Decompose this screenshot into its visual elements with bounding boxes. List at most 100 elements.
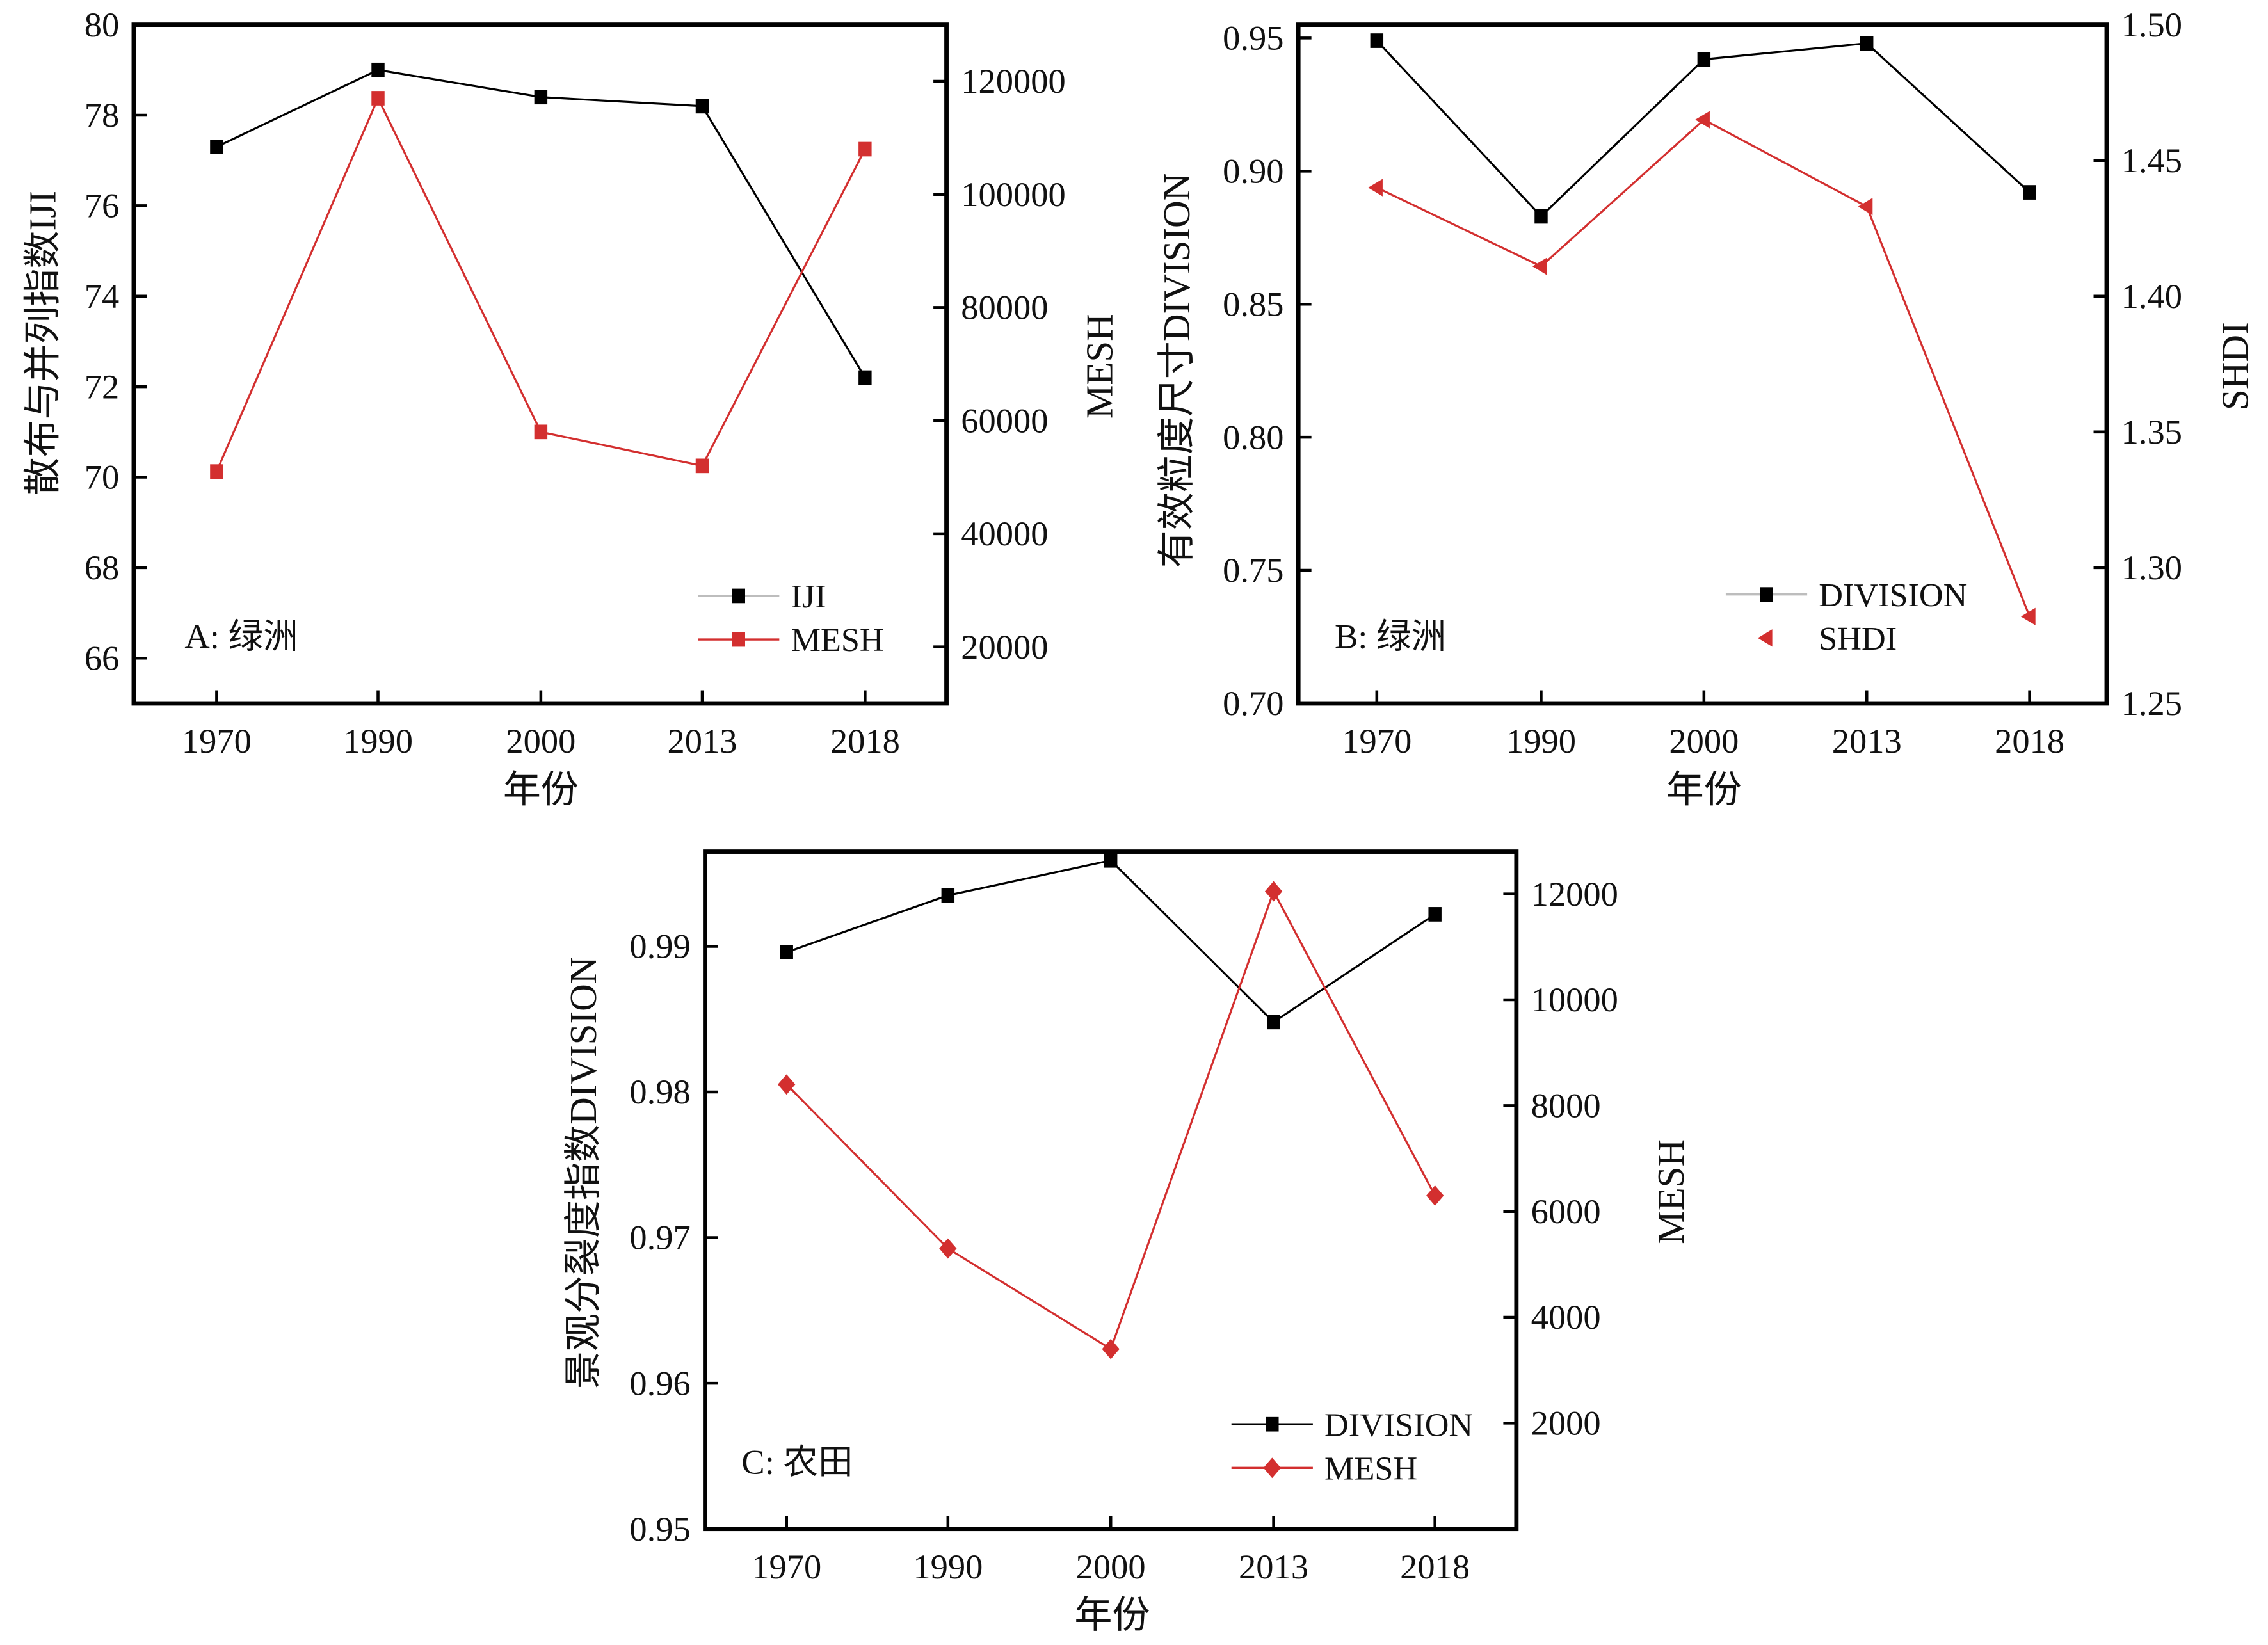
panel-c-legend-mesh-marker <box>1263 1457 1281 1479</box>
panel-c-plot-frame <box>703 849 1519 1532</box>
panel-c-x-tick-label: 2018 <box>1400 1547 1470 1586</box>
panel-b-y2-axis-title: SHDI <box>2214 322 2256 410</box>
panel-a-y-axis-title: 散布与并列指数IJI <box>21 191 63 495</box>
panel-c-legend-mesh-label: MESH <box>1324 1450 1417 1487</box>
panel-c-series-mesh-point <box>1426 1185 1444 1206</box>
panel-c-y2-tick-label: 12000 <box>1531 874 1618 913</box>
panel-c-x-tick-label: 2000 <box>1076 1547 1146 1586</box>
panel-b-x-tick-label: 2018 <box>1995 721 2064 760</box>
panel-b-y-tick-label: 0.90 <box>1223 151 1283 190</box>
panel-c-y-tick-label: 0.97 <box>629 1218 690 1257</box>
panel-c-y2-tick-label: 8000 <box>1531 1086 1601 1125</box>
panel-b-y2-tick-label: 1.25 <box>2121 684 2182 723</box>
panel-a-series-mesh-point <box>695 458 709 474</box>
panel-b-series-shdi-point <box>1368 179 1383 197</box>
panel-b-series-shdi-line <box>1376 118 2031 617</box>
panel-c-legend-division-marker <box>1266 1416 1279 1432</box>
panel-a-y2-axis-title: MESH <box>1078 314 1120 419</box>
panel-a-legend-iji: IJI <box>698 578 826 615</box>
panel-b-y2-tick-label: 1.50 <box>2121 5 2182 44</box>
panel-b-y2-tick-label: 1.35 <box>2121 412 2182 451</box>
panel-c-series-mesh-point <box>1102 1338 1120 1360</box>
panel-b-series-shdi-point <box>1695 111 1710 129</box>
panel-c-y-tick-label: 0.95 <box>629 1509 690 1548</box>
panel-b-legend-division-label: DIVISION <box>1819 577 1967 614</box>
panel-c-series-mesh-point <box>1264 881 1283 902</box>
panel-a-y-tick-label: 78 <box>84 95 120 134</box>
panel-a-y-tick-label: 66 <box>84 638 120 677</box>
panel-b-legend-shdi-label: SHDI <box>1819 620 1897 657</box>
panel-a-series-iji-point <box>534 90 548 105</box>
panel-a-y2-tick-label: 100000 <box>961 175 1066 214</box>
panel-a-y-tick-label: 76 <box>84 186 120 225</box>
panel-a-y-tick-label: 72 <box>84 367 120 406</box>
panel-a-legend-iji-label: IJI <box>791 578 826 615</box>
panel-c-series-division-line <box>786 859 1436 1023</box>
panel-b-y-tick-label: 0.70 <box>1223 684 1283 723</box>
panel-b-x-tick-label: 1970 <box>1342 721 1411 760</box>
panel-b-series-division-point <box>2023 185 2036 200</box>
panel-a-series-iji-point <box>695 99 709 114</box>
panel-b-label: B: 绿洲 <box>1335 617 1446 656</box>
panel-a-x-tick-label: 1990 <box>343 721 413 760</box>
panel-b-y-tick-label: 0.75 <box>1223 550 1283 590</box>
panel-a-series-iji-point <box>371 62 385 77</box>
panel-c-x-tick-label: 2013 <box>1239 1547 1308 1586</box>
panel-c-series-division-point <box>941 888 955 903</box>
panel-b-chart: B: 绿洲 有效粒度尺寸DIVISION SHDI 年份 0.70 0.75 0.8… <box>1155 5 2256 811</box>
panel-b-series-division-point <box>1697 52 1711 67</box>
panel-c-label: C: 农田 <box>741 1442 853 1481</box>
panel-a-series-mesh-point <box>534 424 548 440</box>
panel-b-x-tick-label: 1990 <box>1506 721 1576 760</box>
panel-a-legend-mesh-label: MESH <box>791 622 884 659</box>
panel-a-x-tick-label: 2018 <box>830 721 900 760</box>
panel-b-legend-division-marker <box>1760 587 1773 602</box>
panel-a-series-iji-point <box>858 370 872 385</box>
panel-b-series-division-point <box>1534 209 1548 224</box>
panel-c-x-tick-label: 1990 <box>913 1547 983 1586</box>
panel-c-x-axis-title: 年份 <box>1074 1594 1150 1636</box>
panel-b-y2-tick-label: 1.30 <box>2121 548 2182 587</box>
panel-a-x-tick-label: 2000 <box>506 721 575 760</box>
panel-a-series-mesh-point <box>210 464 223 479</box>
panel-b-y2-tick-label: 1.40 <box>2121 277 2182 316</box>
panel-b-y-tick-label: 0.80 <box>1223 417 1283 456</box>
panel-a-y2-tick-label: 120000 <box>961 61 1066 100</box>
panel-a-plot-frame <box>131 22 949 706</box>
panel-c-y2-tick-label: 10000 <box>1531 980 1618 1019</box>
panel-b-x-axis-title: 年份 <box>1666 768 1742 810</box>
panel-c-series-division-point <box>1428 907 1442 922</box>
panel-a-x-axis-title: 年份 <box>503 768 579 810</box>
panel-c-legend-division: DIVISION <box>1231 1406 1473 1443</box>
panel-c-series-division-point <box>1104 853 1118 868</box>
panel-a-x-tick-label: 1970 <box>182 721 252 760</box>
panel-a-y-tick-label: 80 <box>84 5 120 44</box>
panel-a-x-tick-label: 2013 <box>667 721 737 760</box>
panel-c-y-tick-label: 0.96 <box>629 1363 690 1402</box>
panel-a-series-mesh-line <box>215 95 866 472</box>
panel-a-legend-mesh-marker <box>732 632 745 647</box>
panel-c-series-division-point <box>780 945 793 959</box>
panel-c-y2-tick-label: 2000 <box>1531 1404 1601 1443</box>
panel-c-y-tick-label: 0.98 <box>629 1072 690 1111</box>
panel-b-series-shdi-point <box>1858 198 1873 216</box>
panel-b-y2-tick-label: 1.45 <box>2121 141 2182 180</box>
panel-c-y2-tick-label: 6000 <box>1531 1192 1601 1231</box>
panel-a-y-tick-label: 68 <box>84 548 120 587</box>
panel-a-legend-iji-marker <box>732 588 745 604</box>
panel-a-series-iji-line <box>216 68 866 378</box>
panel-a-y-tick-label: 74 <box>84 277 120 316</box>
panel-b-plot-frame <box>1296 22 2109 706</box>
panel-c-x-tick-label: 1970 <box>752 1547 821 1586</box>
panel-c-y2-axis-title: MESH <box>1650 1139 1692 1244</box>
panel-a-y2-tick-label: 40000 <box>961 514 1048 553</box>
panel-b-legend-shdi-marker <box>1757 629 1773 647</box>
panel-c-legend-mesh: MESH <box>1231 1450 1417 1487</box>
panel-a-series-mesh-point <box>858 141 872 157</box>
panel-c-series-mesh-line <box>785 888 1436 1351</box>
panel-b-legend-division: DIVISION <box>1725 577 1967 614</box>
panel-b-series-division-point <box>1370 33 1384 48</box>
panel-a-chart: A: 绿洲 散布与并列指数IJI MESH 年份 66 68 70 72 74 76 78 8… <box>21 5 1120 811</box>
panel-c-legend-division-label: DIVISION <box>1324 1406 1473 1443</box>
